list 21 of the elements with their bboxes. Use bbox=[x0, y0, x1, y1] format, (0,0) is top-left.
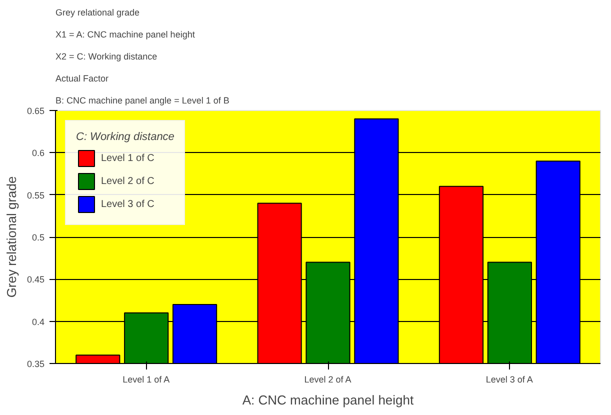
text: B: CNC machine panel angle = Level 1 of B bbox=[56, 96, 230, 106]
x-tick-label: Level 2 of A bbox=[304, 374, 352, 384]
text: Grey relational grade bbox=[56, 8, 140, 18]
y-tick-label: 0.4 bbox=[32, 316, 45, 327]
y-tick-label: 0.65 bbox=[26, 106, 45, 116]
text: X2 = C: Working distance bbox=[56, 52, 158, 62]
legend-title: C: Working distance bbox=[76, 131, 174, 143]
y-tick-label: 0.45 bbox=[26, 274, 45, 285]
x-axis-title: A: CNC machine panel height bbox=[242, 392, 414, 408]
y-tick-label: 0.55 bbox=[26, 190, 45, 200]
y-tick-label: 0.6 bbox=[32, 148, 45, 158]
x-tick-label: Level 3 of A bbox=[486, 374, 533, 384]
legend-label: Level 3 of C bbox=[101, 198, 154, 210]
text: Actual Factor bbox=[56, 74, 109, 84]
x-tick-label: Level 1 of A bbox=[122, 374, 170, 384]
legend-label: Level 2 of C bbox=[101, 176, 154, 186]
y-tick-label: 0.35 bbox=[26, 359, 45, 369]
text: X1 = A: CNC machine panel height bbox=[56, 30, 196, 40]
legend-label: Level 1 of C bbox=[101, 152, 154, 164]
y-tick-label: 0.5 bbox=[32, 232, 45, 242]
y-axis-title: Grey relational grade bbox=[4, 176, 19, 298]
